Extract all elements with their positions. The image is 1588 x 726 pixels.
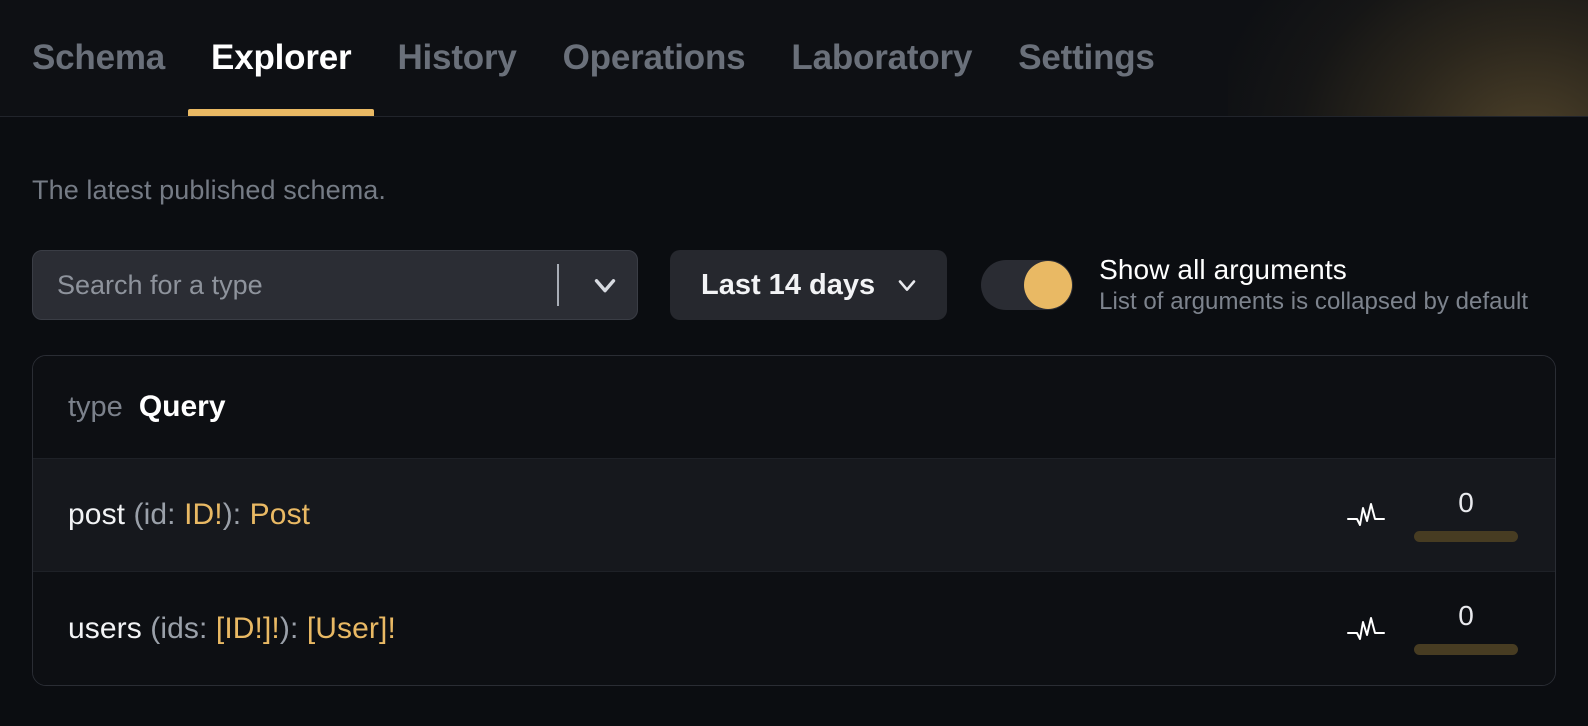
type-keyword: type bbox=[68, 390, 123, 423]
field-return-type[interactable]: [User]! bbox=[306, 611, 396, 645]
type-name: Query bbox=[138, 390, 226, 423]
show-all-arguments-labels: Show all arguments List of arguments is … bbox=[1099, 254, 1528, 315]
schema-field-row[interactable]: post (id: ID!): Post 0 bbox=[33, 459, 1555, 572]
field-metric-value: 0 bbox=[1458, 600, 1474, 631]
field-name: post bbox=[68, 498, 126, 531]
tab-operations[interactable]: Operations bbox=[540, 0, 769, 116]
tab-settings-label: Settings bbox=[1018, 38, 1155, 77]
show-all-arguments-title: Show all arguments bbox=[1099, 254, 1347, 286]
field-metric-bar bbox=[1414, 644, 1518, 655]
tab-laboratory-label: Laboratory bbox=[791, 38, 973, 77]
field-return-type[interactable]: Post bbox=[249, 498, 311, 531]
field-name: users bbox=[68, 611, 142, 645]
show-all-arguments-group: Show all arguments List of arguments is … bbox=[981, 254, 1528, 315]
tab-schema[interactable]: Schema bbox=[32, 0, 188, 116]
nav-tab-list: Schema Explorer History Operations Labor… bbox=[0, 0, 1588, 116]
field-arg-type[interactable]: [ID!]! bbox=[215, 611, 280, 645]
search-input[interactable] bbox=[33, 251, 557, 319]
field-colon: : bbox=[232, 498, 250, 531]
search-divider bbox=[557, 264, 559, 306]
show-all-arguments-toggle[interactable] bbox=[981, 259, 1074, 310]
tab-explorer[interactable]: Explorer bbox=[188, 0, 375, 116]
date-range-label: Last 14 days bbox=[701, 268, 876, 301]
field-metric-column: 0 bbox=[1412, 602, 1520, 655]
tab-operations-label: Operations bbox=[562, 38, 746, 77]
field-metric-bar bbox=[1414, 530, 1518, 542]
tab-history-label: History bbox=[397, 38, 517, 77]
field-args-open: (ids: bbox=[141, 611, 216, 645]
schema-type-header: type Query bbox=[33, 356, 1555, 459]
field-arg-type[interactable]: ID! bbox=[184, 498, 223, 531]
field-signature: post (id: ID!): Post bbox=[68, 498, 310, 532]
field-metric: 0 bbox=[1346, 602, 1520, 655]
tab-schema-label: Schema bbox=[32, 38, 166, 77]
field-metric: 0 bbox=[1346, 486, 1520, 542]
pulse-icon[interactable] bbox=[1346, 609, 1386, 649]
tab-explorer-label: Explorer bbox=[211, 38, 352, 77]
schema-type-card: type Query post (id: ID!): Post 0 bbox=[32, 355, 1556, 686]
field-args-close: ) bbox=[222, 498, 233, 531]
tab-laboratory[interactable]: Laboratory bbox=[768, 0, 995, 116]
top-navigation-bar: Schema Explorer History Operations Labor… bbox=[0, 0, 1588, 117]
type-search-box[interactable] bbox=[32, 250, 638, 320]
page-subtitle: The latest published schema. bbox=[32, 175, 386, 205]
toggle-knob bbox=[1024, 260, 1073, 309]
schema-field-row[interactable]: users (ids: [ID!]!): [User]! 0 bbox=[33, 572, 1555, 685]
field-metric-value: 0 bbox=[1458, 486, 1474, 518]
chevron-down-icon[interactable] bbox=[581, 251, 629, 319]
tab-history[interactable]: History bbox=[374, 0, 539, 116]
tab-settings[interactable]: Settings bbox=[995, 0, 1177, 116]
chevron-down-icon bbox=[893, 271, 921, 299]
field-colon: : bbox=[289, 611, 307, 645]
show-all-arguments-description: List of arguments is collapsed by defaul… bbox=[1099, 287, 1529, 315]
controls-row: Last 14 days Show all arguments List of … bbox=[32, 250, 1556, 320]
main-content: The latest published schema. Last 14 day… bbox=[0, 175, 1588, 686]
field-args-close: ) bbox=[279, 611, 290, 645]
date-range-button[interactable]: Last 14 days bbox=[670, 250, 948, 320]
field-signature: users (ids: [ID!]!): [User]! bbox=[68, 612, 396, 646]
pulse-icon[interactable] bbox=[1346, 495, 1386, 535]
field-metric-column: 0 bbox=[1412, 486, 1520, 542]
field-args-open: (id: bbox=[125, 498, 185, 531]
